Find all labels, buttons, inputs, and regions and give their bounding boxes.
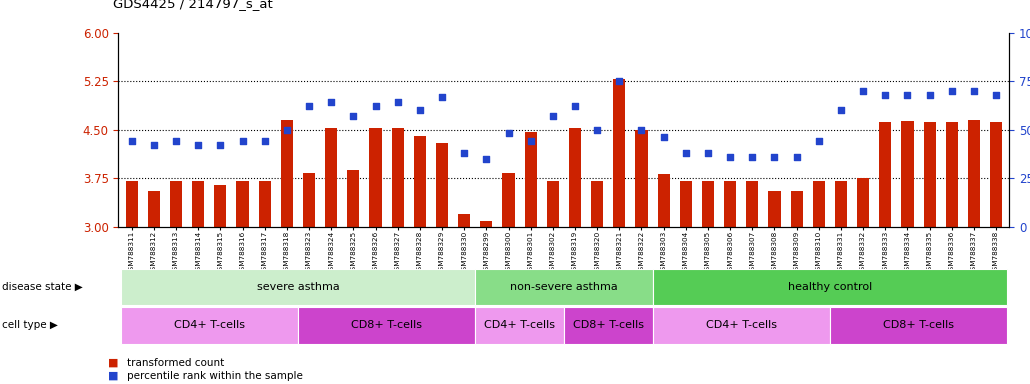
- Point: [434, 94, 450, 100]
- Point: [633, 127, 650, 133]
- Text: CD4+ T-cells: CD4+ T-cells: [484, 320, 555, 331]
- Bar: [791, 191, 802, 227]
- Text: CD4+ T-cells: CD4+ T-cells: [174, 320, 245, 331]
- Bar: [325, 128, 337, 227]
- Point: [368, 103, 384, 109]
- Text: ■: ■: [108, 371, 118, 381]
- Bar: [436, 142, 448, 227]
- Bar: [458, 214, 471, 227]
- Bar: [591, 181, 604, 227]
- Point: [655, 134, 672, 141]
- Text: CD4+ T-cells: CD4+ T-cells: [706, 320, 777, 331]
- Point: [190, 142, 206, 148]
- Text: CD8+ T-cells: CD8+ T-cells: [351, 320, 422, 331]
- Bar: [946, 122, 958, 227]
- Point: [501, 131, 517, 137]
- Text: cell type ▶: cell type ▶: [2, 320, 58, 331]
- Point: [899, 92, 916, 98]
- Point: [678, 150, 694, 156]
- Bar: [193, 181, 204, 227]
- Bar: [724, 181, 736, 227]
- Point: [566, 103, 583, 109]
- Bar: [414, 136, 426, 227]
- Bar: [524, 132, 537, 227]
- Bar: [813, 181, 825, 227]
- Point: [212, 142, 229, 148]
- Bar: [835, 181, 847, 227]
- Bar: [746, 181, 758, 227]
- Point: [301, 103, 317, 109]
- Point: [722, 154, 739, 160]
- Bar: [126, 181, 138, 227]
- Bar: [303, 173, 315, 227]
- Text: disease state ▶: disease state ▶: [2, 282, 82, 292]
- Point: [545, 113, 561, 119]
- Bar: [480, 222, 492, 227]
- Bar: [214, 185, 227, 227]
- Point: [766, 154, 783, 160]
- Bar: [701, 181, 714, 227]
- Point: [389, 99, 406, 106]
- Point: [855, 88, 871, 94]
- Point: [412, 107, 428, 113]
- Point: [589, 127, 606, 133]
- Point: [832, 107, 849, 113]
- Bar: [968, 120, 980, 227]
- Point: [124, 138, 140, 144]
- Text: GDS4425 / 214797_s_at: GDS4425 / 214797_s_at: [113, 0, 273, 10]
- Point: [922, 92, 938, 98]
- Point: [168, 138, 184, 144]
- Text: ■: ■: [108, 358, 118, 368]
- Text: severe asthma: severe asthma: [256, 282, 339, 292]
- Text: percentile rank within the sample: percentile rank within the sample: [127, 371, 303, 381]
- Bar: [657, 174, 670, 227]
- Bar: [857, 178, 869, 227]
- Bar: [636, 130, 648, 227]
- Point: [611, 78, 627, 84]
- Text: non-severe asthma: non-severe asthma: [510, 282, 618, 292]
- Point: [456, 150, 473, 156]
- Point: [943, 88, 960, 94]
- Bar: [391, 128, 404, 227]
- Bar: [901, 121, 914, 227]
- Text: CD8+ T-cells: CD8+ T-cells: [883, 320, 954, 331]
- Point: [699, 150, 716, 156]
- Text: healthy control: healthy control: [788, 282, 872, 292]
- Point: [788, 154, 804, 160]
- Point: [478, 156, 494, 162]
- Bar: [281, 120, 293, 227]
- Bar: [924, 122, 935, 227]
- Point: [966, 88, 983, 94]
- Point: [256, 138, 273, 144]
- Point: [323, 99, 340, 106]
- Point: [145, 142, 162, 148]
- Text: CD8+ T-cells: CD8+ T-cells: [573, 320, 644, 331]
- Point: [878, 92, 894, 98]
- Point: [234, 138, 250, 144]
- Text: transformed count: transformed count: [127, 358, 224, 368]
- Bar: [170, 181, 182, 227]
- Bar: [880, 122, 891, 227]
- Bar: [613, 79, 625, 227]
- Bar: [680, 181, 692, 227]
- Bar: [768, 191, 781, 227]
- Point: [988, 92, 1004, 98]
- Point: [345, 113, 362, 119]
- Bar: [547, 181, 559, 227]
- Bar: [259, 181, 271, 227]
- Point: [744, 154, 760, 160]
- Bar: [148, 191, 160, 227]
- Bar: [370, 127, 382, 227]
- Bar: [503, 173, 515, 227]
- Bar: [237, 181, 248, 227]
- Point: [522, 138, 539, 144]
- Point: [279, 127, 296, 133]
- Point: [811, 138, 827, 144]
- Bar: [990, 122, 1002, 227]
- Bar: [569, 128, 581, 227]
- Bar: [347, 170, 359, 227]
